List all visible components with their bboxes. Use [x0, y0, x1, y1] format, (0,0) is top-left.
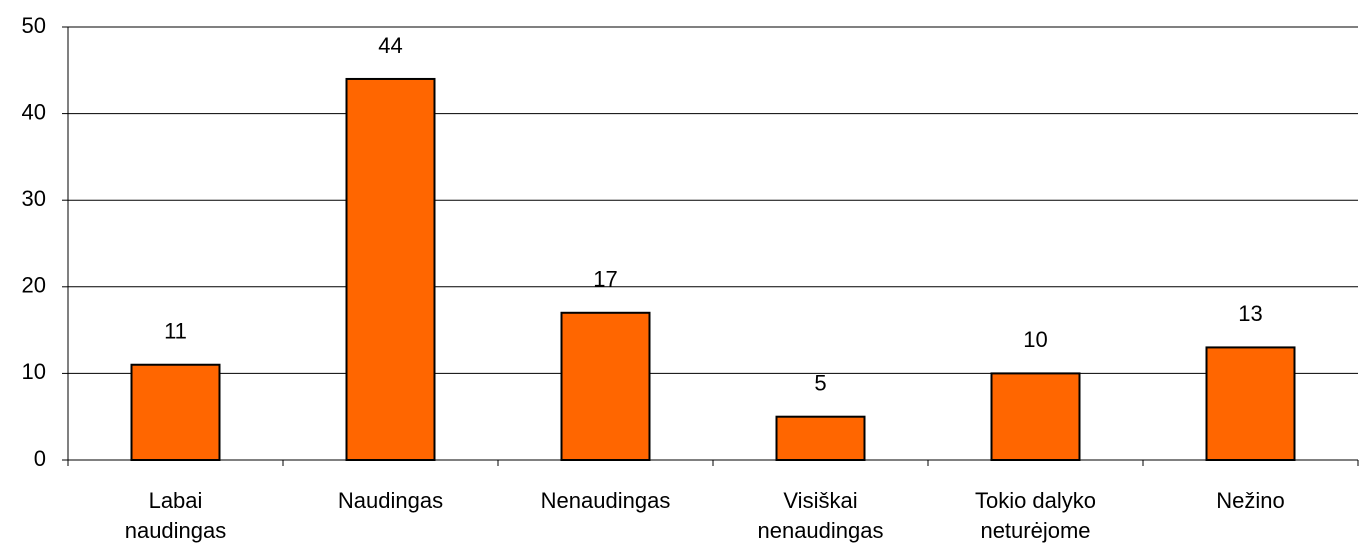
- y-tick-label: 10: [22, 359, 46, 384]
- data-label: 13: [1238, 301, 1262, 326]
- bar: [775, 415, 866, 462]
- data-label: 10: [1023, 327, 1047, 352]
- data-label: 11: [164, 319, 187, 344]
- x-tick-label: Tokio dalyko neturėjome: [974, 488, 1097, 543]
- x-tick-label: Nežino: [1216, 488, 1285, 513]
- bar: [990, 372, 1081, 461]
- bar: [345, 77, 436, 462]
- bar: [560, 311, 651, 461]
- x-tick-label: Naudingas: [337, 488, 444, 513]
- x-tick-label: Nenaudingas: [540, 488, 671, 513]
- x-tick-label: Labai naudingas: [124, 488, 227, 543]
- y-tick-label: 40: [22, 99, 46, 124]
- x-tick-label: Visiškai nenaudingas: [757, 488, 884, 543]
- bar: [130, 363, 221, 461]
- bar: [1205, 346, 1296, 462]
- y-tick-label: 50: [22, 13, 46, 38]
- y-tick-label: 20: [22, 273, 46, 298]
- y-tick-label: 30: [22, 186, 46, 211]
- data-label: 44: [378, 33, 402, 58]
- data-label: 5: [814, 371, 826, 396]
- data-label: 17: [593, 267, 617, 292]
- y-tick-label: 0: [34, 446, 46, 471]
